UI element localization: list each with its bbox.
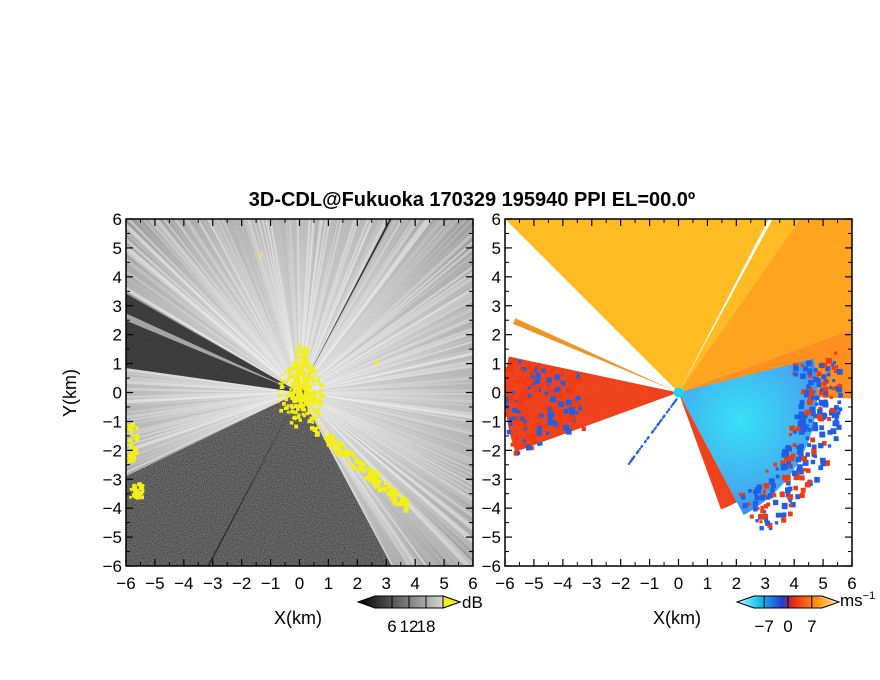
y-tick-label: −6	[482, 557, 501, 576]
x-tick-label: −4	[553, 574, 572, 593]
x-tick-label: 5	[439, 574, 448, 593]
y-tick-label: 2	[492, 326, 501, 345]
x-axis-label-left: X(km)	[274, 608, 322, 628]
radar-site-marker	[673, 387, 684, 398]
colorbar-tick-label: 0	[783, 617, 792, 636]
x-tick-label: 6	[468, 574, 477, 593]
y-tick-label: 4	[492, 268, 501, 287]
velocity-colorbar: −7 0 7 ms−1	[735, 590, 875, 636]
x-tick-label: −5	[145, 574, 164, 593]
x-tick-label: −6	[116, 574, 135, 593]
x-tick-label: 0	[295, 574, 304, 593]
y-tick-label: 6	[492, 210, 501, 229]
x-tick-label: −2	[232, 574, 251, 593]
x-tick-label: 4	[789, 574, 798, 593]
colorbar-tick-label: 6	[387, 617, 396, 636]
x-tick-label: 6	[847, 574, 856, 593]
y-tick-label: 3	[492, 297, 501, 316]
reflectivity-field	[126, 219, 473, 566]
velocity-colorbar-unit: ms−1	[840, 590, 875, 610]
y-tick-label: 0	[113, 384, 122, 403]
x-tick-label: 3	[761, 574, 770, 593]
x-tick-label: −1	[261, 574, 280, 593]
y-tick-label: 3	[113, 297, 122, 316]
x-tick-label: 1	[703, 574, 712, 593]
y-tick-label: −6	[103, 557, 122, 576]
y-tick-label: −3	[103, 470, 122, 489]
x-tick-label: 2	[732, 574, 741, 593]
x-tick-label: −4	[174, 574, 193, 593]
x-tick-label: −1	[640, 574, 659, 593]
y-tick-label: 2	[113, 326, 122, 345]
y-axis-label: Y(km)	[60, 369, 80, 417]
y-tick-label: 6	[113, 210, 122, 229]
y-tick-label: 4	[113, 268, 122, 287]
y-tick-label: −2	[482, 441, 501, 460]
x-tick-label: −3	[582, 574, 601, 593]
y-tick-label: −4	[482, 499, 501, 518]
colorbar-tick-label: 7	[807, 617, 816, 636]
y-tick-label: −1	[482, 412, 501, 431]
y-tick-label: 1	[113, 355, 122, 374]
x-tick-label: 1	[324, 574, 333, 593]
y-tick-label: −5	[482, 528, 501, 547]
x-tick-label: 4	[410, 574, 419, 593]
y-tick-label: −2	[103, 441, 122, 460]
colorbar-tick-label: 18	[417, 617, 436, 636]
colorbar-tick-label: 12	[400, 617, 419, 636]
y-tick-label: 5	[113, 239, 122, 258]
x-axis-label-right: X(km)	[653, 608, 701, 628]
x-tick-label: 2	[353, 574, 362, 593]
y-tick-label: −1	[103, 412, 122, 431]
x-tick-label: 0	[674, 574, 683, 593]
chart-title: 3D-CDL@Fukuoka 170329 195940 PPI EL=00.0…	[249, 189, 695, 211]
velocity-field	[505, 219, 852, 566]
x-tick-label: −6	[495, 574, 514, 593]
x-tick-label: −5	[524, 574, 543, 593]
y-tick-label: −3	[482, 470, 501, 489]
colorbar-tick-label: −7	[755, 617, 774, 636]
x-tick-label: 5	[818, 574, 827, 593]
colorbar-over-arrow	[442, 595, 462, 609]
x-tick-label: −3	[203, 574, 222, 593]
y-tick-label: 1	[492, 355, 501, 374]
x-tick-label: −2	[611, 574, 630, 593]
y-tick-label: 5	[492, 239, 501, 258]
y-tick-label: −5	[103, 528, 122, 547]
reflectivity-colorbar-unit: dB	[462, 593, 483, 612]
y-tick-label: 0	[492, 384, 501, 403]
y-tick-label: −4	[103, 499, 122, 518]
x-tick-label: 3	[382, 574, 391, 593]
